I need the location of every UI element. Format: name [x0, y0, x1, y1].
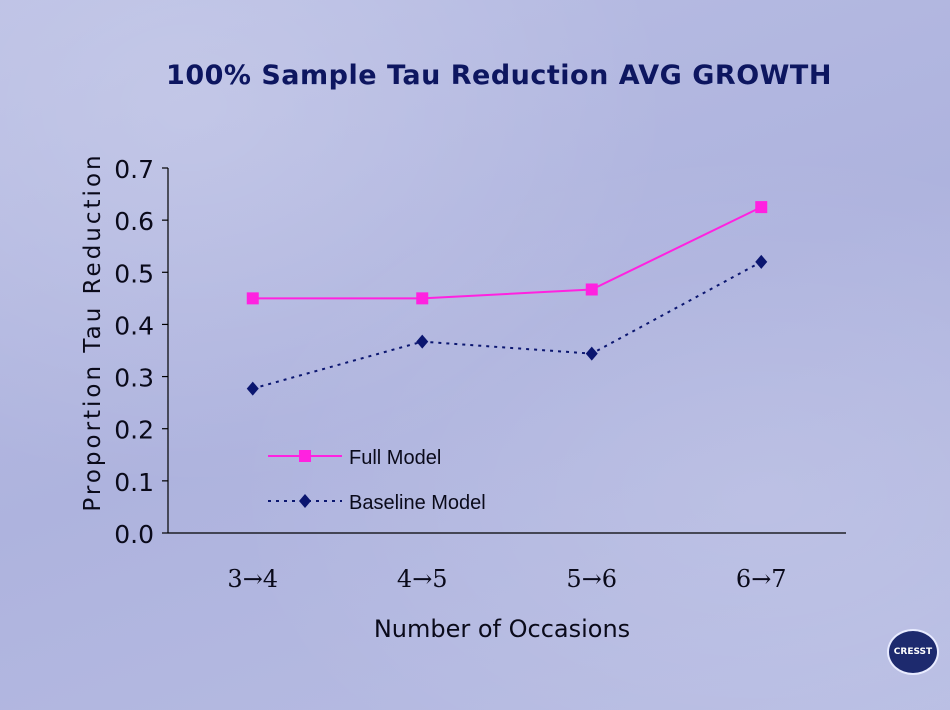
- cresst-logo: CRESST: [887, 629, 939, 675]
- data-point: [755, 201, 768, 214]
- legend-marker: [299, 494, 311, 508]
- legend-label: Baseline Model: [349, 492, 486, 514]
- data-point: [416, 334, 429, 349]
- x-axis-label: Number of Occasions: [374, 615, 630, 643]
- x-tick-label: 6→7: [736, 565, 787, 593]
- y-tick-label: 0.1: [114, 468, 154, 497]
- y-tick-labels: 0.0 0.1 0.2 0.3 0.4 0.5 0.6 0.7: [114, 155, 154, 549]
- y-axis-label: Proportion Tau Reduction: [80, 152, 106, 511]
- data-point: [246, 292, 259, 305]
- legend-marker: [299, 450, 311, 462]
- y-tick-label: 0.0: [114, 520, 154, 549]
- chart-title: 100% Sample Tau Reduction AVG GROWTH: [166, 60, 832, 91]
- series-line: [252, 260, 762, 390]
- y-tick-label: 0.7: [114, 155, 154, 184]
- x-tick-label: 4→5: [397, 565, 448, 593]
- series-line: [252, 206, 762, 300]
- chart-legend: Full Model Baseline Model: [268, 447, 486, 514]
- y-tick-label: 0.6: [114, 207, 154, 236]
- series-full-model: [246, 201, 768, 305]
- data-point: [416, 292, 429, 305]
- x-tick-label: 3→4: [227, 565, 278, 593]
- chart-series: [246, 201, 768, 396]
- x-tick-label: 5→6: [566, 565, 617, 593]
- legend-entry: Baseline Model: [268, 492, 486, 514]
- legend-entry: Full Model: [268, 447, 441, 469]
- series-baseline-model: [246, 254, 768, 396]
- y-tick-label: 0.3: [114, 364, 154, 393]
- data-point: [246, 381, 259, 396]
- legend-label: Full Model: [349, 447, 441, 469]
- y-tick-label: 0.2: [114, 416, 154, 445]
- data-point: [585, 283, 598, 296]
- data-point: [585, 346, 598, 361]
- y-tick-label: 0.4: [114, 311, 154, 340]
- chart-axes: [162, 167, 846, 534]
- data-point: [755, 254, 768, 269]
- x-tick-labels: 3→4 4→5 5→6 6→7: [227, 565, 786, 593]
- y-tick-label: 0.5: [114, 259, 154, 288]
